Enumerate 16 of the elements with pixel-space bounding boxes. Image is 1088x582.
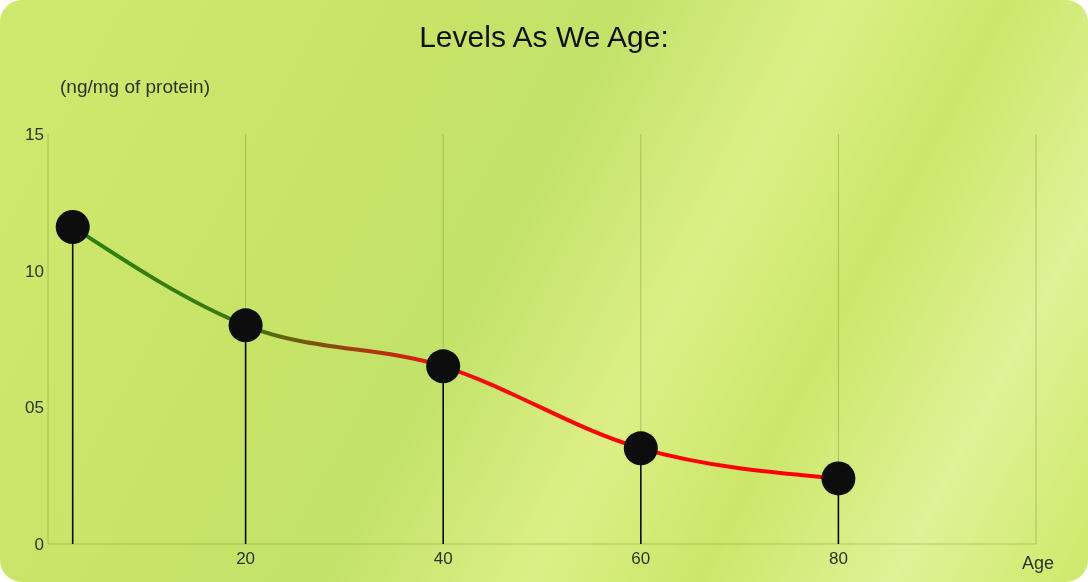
chart-title: Levels As We Age: [418, 20, 670, 54]
x-tick-label: 20 [236, 549, 256, 569]
point [55, 209, 90, 244]
point [821, 461, 856, 496]
y-tick-label: 15 [25, 125, 44, 145]
x-tick-label: 80 [828, 549, 848, 569]
point [623, 431, 658, 466]
x-tick-label: 60 [631, 549, 651, 569]
point [426, 349, 461, 384]
y-axis-title: (ng/mg of protein) [60, 76, 210, 98]
x-axis-title: Age [1022, 553, 1055, 574]
y-tick-label: 0 [34, 535, 44, 555]
y-tick-label: 05 [25, 398, 44, 418]
point [228, 308, 263, 343]
x-tick-label: 40 [433, 549, 453, 569]
y-tick-label: 10 [25, 261, 44, 281]
